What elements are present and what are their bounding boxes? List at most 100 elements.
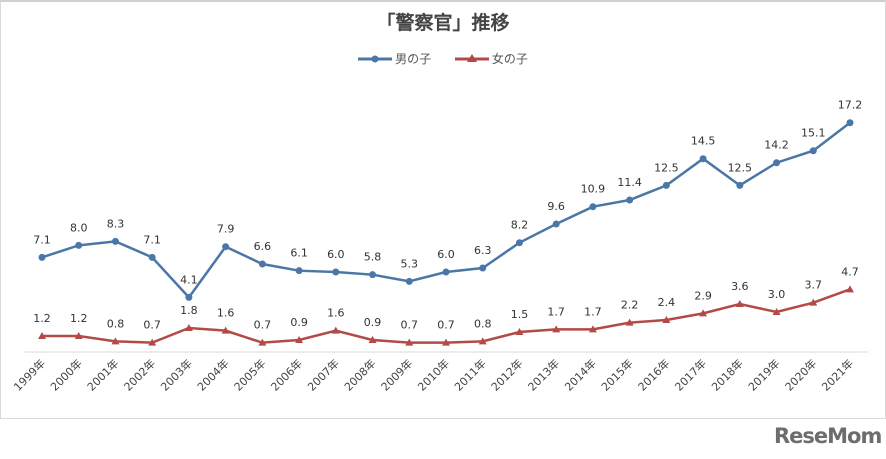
data-label: 3.7	[805, 279, 823, 292]
data-point	[773, 159, 781, 167]
data-point	[552, 325, 561, 333]
x-tick-label: 2017年	[672, 356, 709, 393]
x-tick-label: 2006年	[268, 356, 305, 393]
data-label: 0.8	[107, 317, 125, 330]
data-point	[479, 264, 487, 272]
data-point	[38, 253, 46, 261]
data-point	[625, 318, 634, 326]
data-label: 3.6	[731, 280, 749, 293]
data-point	[699, 155, 707, 163]
data-point	[588, 325, 597, 333]
data-point	[221, 326, 230, 334]
data-label: 5.8	[364, 251, 382, 264]
data-label: 6.1	[290, 247, 308, 260]
data-label: 12.5	[654, 161, 679, 174]
x-tick-label: 2007年	[304, 356, 341, 393]
x-tick-label: 1999年	[11, 356, 48, 393]
x-tick-label: 2008年	[341, 356, 378, 393]
x-tick-label: 2016年	[635, 356, 672, 393]
x-tick-label: 2013年	[525, 356, 562, 393]
series-line-1	[42, 288, 851, 344]
data-label: 2.9	[694, 289, 712, 302]
x-tick-label: 2003年	[158, 356, 195, 393]
data-label: 0.7	[143, 319, 161, 332]
resemom-logo: ReseMom	[774, 424, 882, 448]
data-point	[111, 337, 120, 345]
data-point	[699, 309, 708, 317]
data-point	[258, 260, 266, 268]
legend-line-circle-icon	[358, 55, 393, 62]
data-label: 1.7	[547, 305, 565, 318]
x-tick-label: 2020年	[782, 356, 819, 393]
data-point	[809, 147, 817, 155]
x-tick-label: 2021年	[819, 356, 856, 393]
data-point	[38, 332, 46, 340]
data-label: 6.0	[437, 248, 455, 261]
data-point	[148, 338, 157, 346]
data-label: 6.6	[254, 240, 272, 253]
data-point	[809, 298, 818, 306]
x-tick-label: 2015年	[598, 356, 635, 393]
data-point	[185, 293, 193, 301]
data-label: 12.5	[728, 161, 753, 174]
data-point	[148, 253, 156, 261]
data-label: 6.3	[474, 244, 492, 257]
legend-item-girls: 女の子	[454, 50, 528, 67]
chart-title: 「警察官」推移	[376, 12, 510, 34]
data-label: 5.3	[401, 257, 419, 270]
data-label: 9.6	[547, 200, 565, 213]
data-label: 0.8	[474, 317, 492, 330]
data-label: 3.0	[768, 288, 786, 301]
data-point	[222, 243, 230, 251]
data-point	[846, 119, 854, 127]
legend-label-girls: 女の子	[491, 52, 528, 66]
data-point	[846, 285, 854, 293]
x-tick-label: 2009年	[378, 356, 415, 393]
data-point	[589, 203, 597, 211]
data-point	[295, 336, 304, 344]
data-label: 1.5	[511, 308, 529, 321]
data-point	[111, 237, 119, 245]
x-tick-label: 2005年	[231, 356, 268, 393]
data-label: 17.2	[838, 99, 863, 112]
data-label: 8.2	[511, 219, 529, 232]
data-point	[442, 338, 450, 346]
data-label: 2.4	[658, 296, 676, 309]
data-label: 11.4	[617, 176, 642, 189]
data-label: 7.1	[143, 233, 161, 246]
data-label: 0.9	[290, 316, 308, 329]
line-chart: 1999年 2000年 2001年 2002年 2003年 2004年 2005年 2006年…	[11, 99, 868, 394]
data-point	[662, 316, 671, 324]
data-point	[368, 336, 377, 344]
data-label: 1.6	[327, 307, 345, 320]
data-label: 7.9	[217, 223, 235, 236]
data-point	[552, 220, 560, 228]
x-tick-label: 2000年	[47, 356, 84, 393]
x-tick-label: 2019年	[745, 356, 782, 393]
data-point	[295, 267, 303, 275]
data-point	[626, 196, 634, 204]
data-label: 0.9	[364, 316, 382, 329]
data-label: 1.2	[33, 312, 51, 325]
data-label: 10.9	[581, 183, 606, 196]
data-label: 8.3	[107, 217, 125, 230]
data-point	[735, 300, 744, 308]
x-tick-label: 2014年	[562, 356, 599, 393]
data-point	[405, 277, 413, 285]
data-label: 1.2	[70, 312, 88, 325]
legend: 男の子 女の子	[0, 50, 886, 67]
data-label: 1.6	[217, 307, 235, 320]
x-tick-label: 2004年	[194, 356, 231, 393]
data-label: 4.7	[841, 265, 859, 278]
data-point	[405, 338, 414, 346]
data-point	[478, 337, 487, 345]
x-tick-label: 2012年	[488, 356, 525, 393]
legend-label-boys: 男の子	[395, 52, 432, 66]
data-label: 1.7	[584, 305, 602, 318]
data-label: 0.7	[401, 319, 419, 332]
x-tick-label: 2011年	[451, 356, 488, 393]
data-label: 14.5	[691, 135, 716, 148]
data-point	[331, 326, 340, 334]
data-label: 1.8	[180, 304, 198, 317]
data-label: 0.7	[254, 319, 272, 332]
